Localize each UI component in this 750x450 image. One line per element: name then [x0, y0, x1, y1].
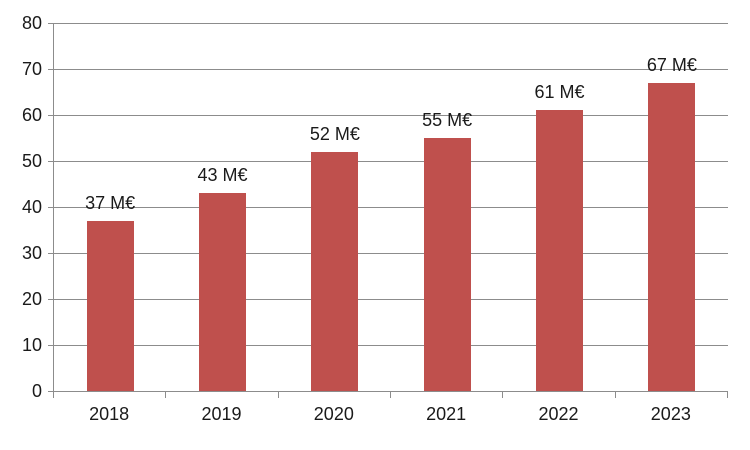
x-axis-label-2019: 2019: [201, 404, 242, 424]
y-tick-70: [48, 69, 54, 70]
x-tick-6: [727, 392, 728, 398]
y-tick-10: [48, 345, 54, 346]
y-tick-80: [48, 23, 54, 24]
y-tick-30: [48, 253, 54, 254]
x-axis-label-2023: 2023: [650, 404, 691, 424]
gridline-30: [54, 253, 728, 254]
y-axis-label: 20: [21, 289, 42, 309]
bar-2020: [311, 151, 359, 391]
gridline-50: [54, 161, 728, 162]
y-axis-label: 60: [21, 105, 42, 125]
y-tick-0: [48, 391, 54, 392]
y-axis-label: 10: [21, 335, 42, 355]
gridline-70: [54, 69, 728, 70]
x-axis-label-2020: 2020: [313, 404, 354, 424]
x-tick-2: [277, 392, 279, 398]
bar-2019: [199, 193, 246, 391]
gridline-60: [54, 115, 728, 116]
gridline-80: [54, 23, 728, 24]
data-label-2019: 43 M€: [197, 165, 248, 186]
y-tick-40: [48, 207, 54, 208]
gridline-40: [54, 207, 728, 208]
x-axis-label-2018: 2018: [89, 404, 130, 424]
bar-2021: [423, 138, 471, 391]
x-tick-5: [614, 392, 616, 398]
y-axis-label: 50: [21, 151, 42, 171]
data-label-2021: 55 M€: [422, 110, 473, 130]
y-tick-60: [48, 115, 54, 116]
bar-2018: [86, 220, 134, 391]
x-tick-3: [390, 392, 391, 398]
x-tick-1: [165, 392, 167, 398]
data-label-2022: 61 M€: [534, 82, 585, 103]
y-axis-label: 70: [21, 59, 42, 79]
y-tick-50: [48, 161, 54, 162]
x-tick-4: [502, 392, 504, 398]
y-tick-20: [48, 299, 54, 300]
gridline-20: [54, 299, 728, 300]
y-axis-label: 80: [21, 13, 42, 33]
y-axis-label: 0: [31, 381, 42, 401]
x-tick-0: [53, 392, 54, 398]
y-axis-label: 40: [21, 197, 42, 217]
data-label-2018: 37 M€: [85, 192, 136, 213]
y-axis-label: 30: [21, 243, 42, 263]
bar-2023: [648, 82, 696, 391]
gridline-10: [54, 345, 728, 346]
bar-2022: [536, 110, 583, 391]
data-label-2020: 52 M€: [309, 123, 360, 144]
x-axis-label-2021: 2021: [426, 404, 467, 424]
plot-area: 37 M€ 43 M€ 52 M€ 55 M€ 61 M€ 67 M€: [53, 23, 728, 392]
data-label-2023: 67 M€: [646, 54, 697, 75]
x-axis-label-2022: 2022: [538, 404, 579, 424]
